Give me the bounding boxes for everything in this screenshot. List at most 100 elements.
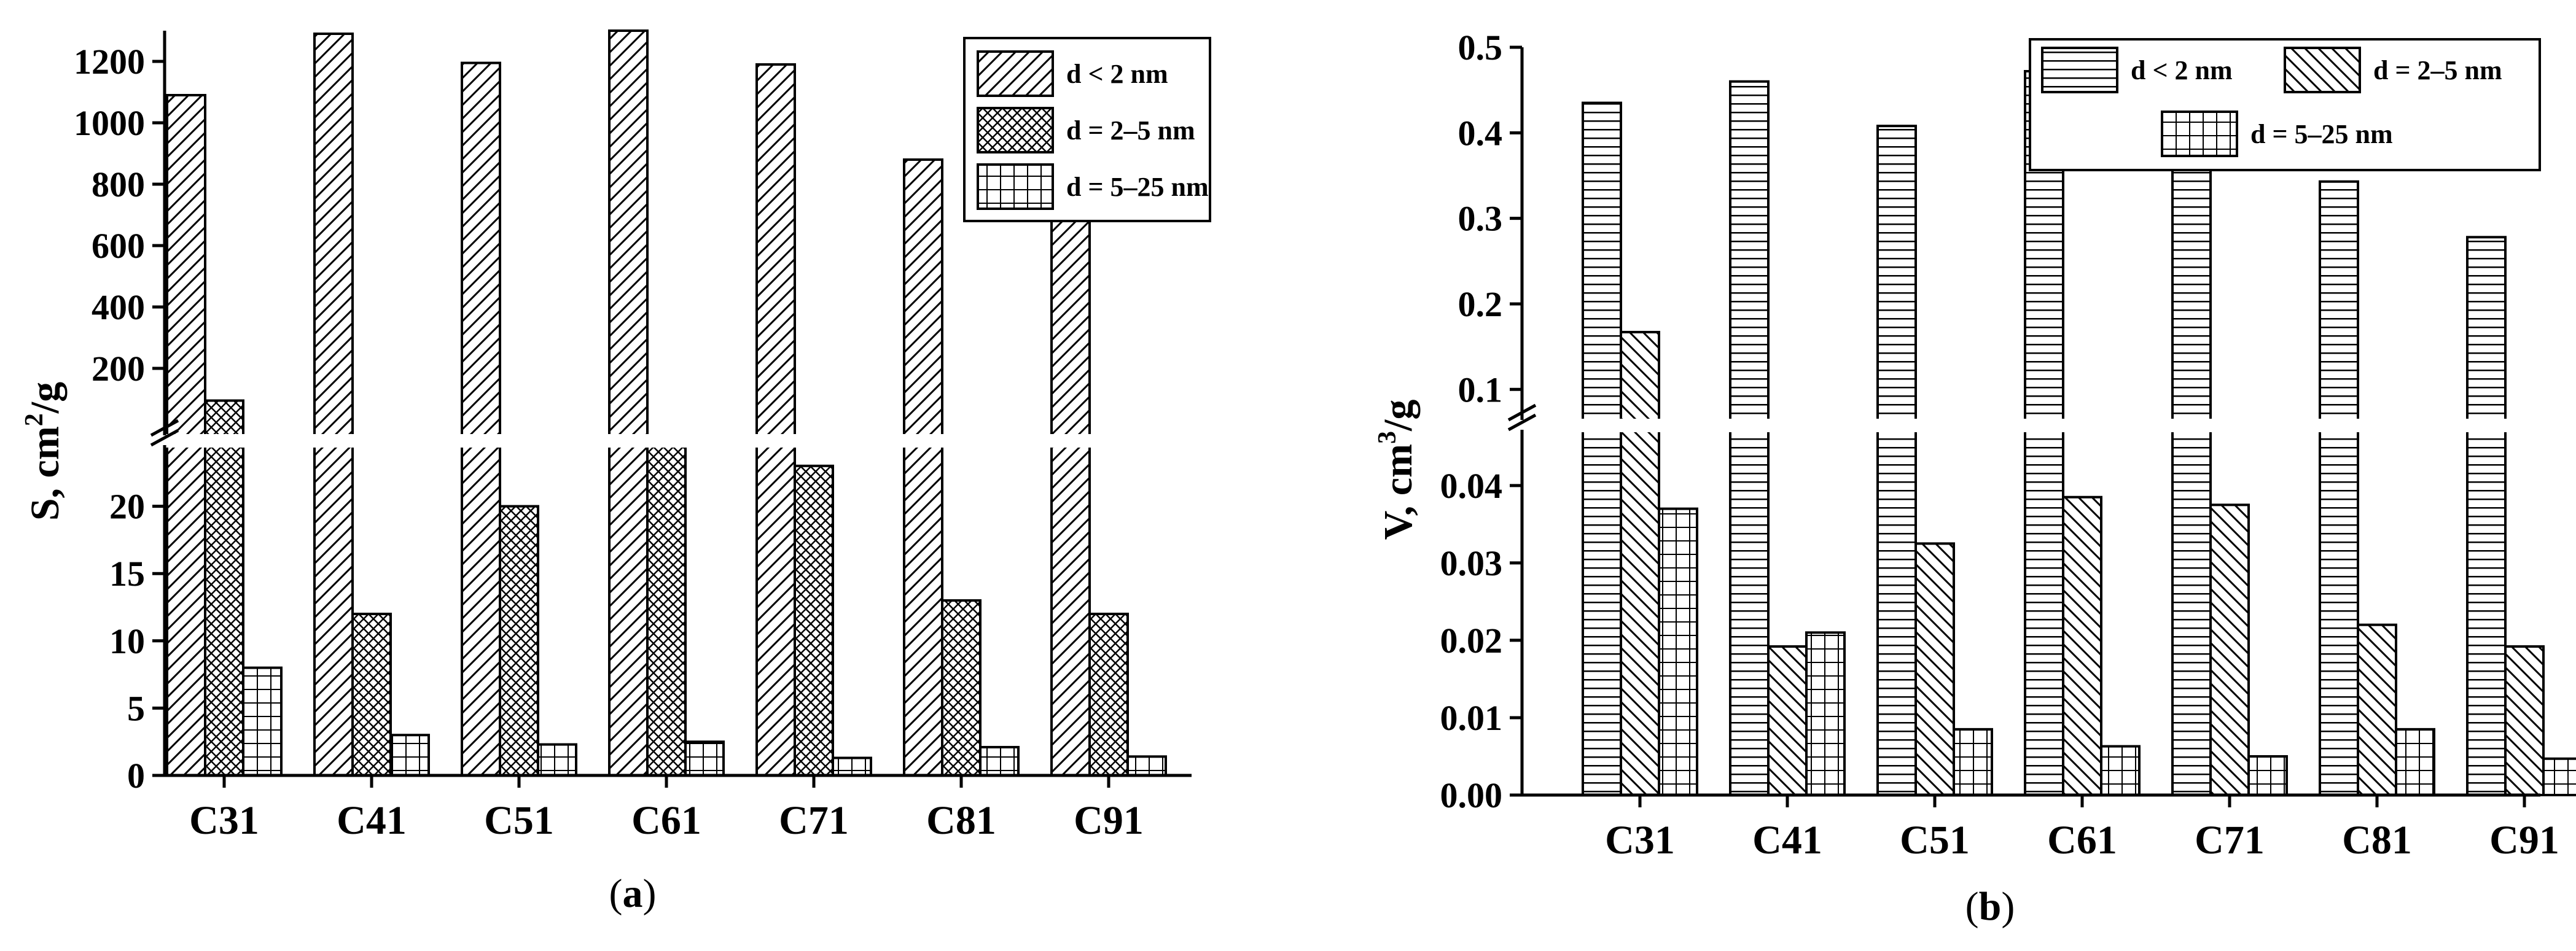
y-tick-label: 0.1 <box>1458 370 1503 410</box>
bar-c61-series-1 <box>2024 70 2064 797</box>
bar-c51-series-2 <box>1914 542 1955 796</box>
legend-label-series-3: d = 5–25 nm <box>2250 119 2393 149</box>
bar-c81-series-3 <box>2395 728 2435 797</box>
bar-c31-series-2 <box>1620 330 1660 796</box>
legend-swatch-series-3 <box>977 163 1054 210</box>
x-tick-label-c71: C71 <box>2195 818 2265 863</box>
bar-c31-series-3 <box>242 666 283 777</box>
panel-a-axes: C31 C41 C51 C61 C71 C81 C91 0 5 10 15 20 200 400 600 80… <box>74 31 1198 843</box>
x-tick-label-c91: C91 <box>2489 818 2559 863</box>
x-tick-label-c81: C81 <box>2342 818 2412 863</box>
y-tick-label: 600 <box>92 226 145 266</box>
legend-label-series-1: d < 2 nm <box>1066 59 1168 89</box>
legend-label-series-2: d = 2–5 nm <box>1066 115 1195 146</box>
y-tick-label: 0 <box>127 756 145 796</box>
panel-a-chart: C31 C41 C51 C61 C71 C81 C91 0 5 10 15 20 200 400 600 80… <box>20 29 1211 916</box>
y-tick-label: 0.03 <box>1440 543 1503 583</box>
bar-c91-series-2 <box>2504 645 2545 796</box>
bar-c41-series-2 <box>1767 645 1808 796</box>
y-tick-label: 20 <box>109 487 145 527</box>
x-tick-label-c61: C61 <box>2047 818 2117 863</box>
bar-c71-series-1 <box>755 63 796 777</box>
legend-label-series-2: d = 2–5 nm <box>2373 55 2502 85</box>
bar-c71-series-3 <box>832 756 872 777</box>
y-tick-label: 800 <box>92 165 145 204</box>
bar-c91-series-2 <box>1088 612 1129 777</box>
panel-a-label: (a) <box>609 871 657 916</box>
bar-c61-series-1 <box>608 29 649 777</box>
axis-break-mark <box>1507 413 1537 432</box>
x-tick-label-c81: C81 <box>926 798 996 843</box>
legend-swatch-series-1 <box>977 50 1054 97</box>
axis-break-mark <box>1507 403 1537 422</box>
panel-b-legend: d < 2 nm d = 2–5 nm d = 5–25 nm <box>2029 38 2541 171</box>
bar-c71-series-1 <box>2171 166 2212 796</box>
legend-label-series-1: d < 2 nm <box>2131 55 2233 85</box>
y-tick-label: 0.2 <box>1458 284 1503 324</box>
x-tick-label-c41: C41 <box>337 798 407 843</box>
bar-c91-series-1 <box>1050 208 1091 777</box>
y-tick-label: 0.4 <box>1458 113 1503 153</box>
y-tick-label: 0.5 <box>1458 28 1503 68</box>
x-tick-label-c51: C51 <box>484 798 554 843</box>
x-tick-label-c61: C61 <box>631 798 701 843</box>
panel-b-chart: C31 C41 C51 C61 C71 C81 C91 0.00 0.01 0.02 0.03 0.0… <box>1373 28 2576 929</box>
bar-c71-series-3 <box>2247 755 2288 796</box>
bar-c81-series-1 <box>2319 180 2359 796</box>
legend-label-series-3: d = 5–25 nm <box>1066 172 1209 202</box>
bar-c41-series-1 <box>1729 80 1770 796</box>
bar-c91-series-3 <box>2542 757 2576 796</box>
bar-c61-series-3 <box>2100 745 2141 796</box>
x-tick-label-c51: C51 <box>1900 818 1970 863</box>
y-tick-label: 5 <box>127 688 145 728</box>
y-tick-label: 0.3 <box>1458 199 1503 239</box>
y-tick-label: 1000 <box>74 103 145 143</box>
legend-swatch-series-3 <box>2161 111 2238 157</box>
bar-c51-series-3 <box>1953 728 1993 797</box>
y-tick-label: 1200 <box>74 42 145 82</box>
panel-a-y-axis-label: S, cm2/g <box>20 382 68 521</box>
y-tick-label: 0.02 <box>1440 621 1503 661</box>
axis-break-mark <box>150 429 179 447</box>
bar-c61-series-3 <box>684 740 725 777</box>
legend-swatch-series-2 <box>977 107 1054 153</box>
bar-c31-series-2 <box>204 399 244 777</box>
axis-break-gap <box>146 434 1198 448</box>
bar-c41-series-3 <box>1805 631 1846 796</box>
bar-c51-series-1 <box>461 61 501 777</box>
panel-b-bars <box>1582 70 2576 797</box>
panel-a-legend: d < 2 nm d = 2–5 nm d = 5–25 nm <box>963 37 1211 222</box>
bar-c71-series-2 <box>794 464 834 777</box>
bar-c61-series-2 <box>2062 495 2102 796</box>
bar-c91-series-1 <box>2466 236 2507 796</box>
bar-c51-series-1 <box>1876 125 1917 796</box>
y-tick-label: 0.04 <box>1440 466 1503 506</box>
bar-c71-series-2 <box>2209 503 2250 796</box>
panel-b-y-axis-label: V, cm3/g <box>1373 400 1421 540</box>
y-tick-label: 0.00 <box>1440 775 1503 815</box>
y-tick-label: 0.01 <box>1440 698 1503 738</box>
axis-break-mark <box>150 419 179 437</box>
bar-c41-series-1 <box>313 33 354 777</box>
x-tick-label-c91: C91 <box>1074 798 1144 843</box>
panel-a-bars <box>166 29 1167 777</box>
bar-c51-series-3 <box>537 743 577 777</box>
bar-c51-series-2 <box>499 505 539 777</box>
y-tick-label: 15 <box>109 554 145 594</box>
x-tick-label-c71: C71 <box>779 798 849 843</box>
x-tick-label-c41: C41 <box>1752 818 1822 863</box>
bar-c81-series-2 <box>941 599 982 777</box>
panel-b-axes: C31 C41 C51 C61 C71 C81 C91 0.00 0.01 0.02 0.03 0.0… <box>1440 28 2559 863</box>
panel-b-label: (b) <box>1965 884 2015 929</box>
bar-c81-series-2 <box>2357 623 2397 796</box>
bar-c41-series-2 <box>351 612 392 777</box>
x-tick-label-c31: C31 <box>189 798 259 843</box>
bar-c81-series-3 <box>979 745 1020 777</box>
bar-c41-series-3 <box>389 734 430 777</box>
bar-c31-series-3 <box>1658 507 1698 796</box>
x-tick-label-c31: C31 <box>1605 818 1675 863</box>
bar-c61-series-2 <box>646 438 687 777</box>
y-tick-label: 10 <box>109 621 145 661</box>
legend-swatch-series-2 <box>2284 47 2361 93</box>
